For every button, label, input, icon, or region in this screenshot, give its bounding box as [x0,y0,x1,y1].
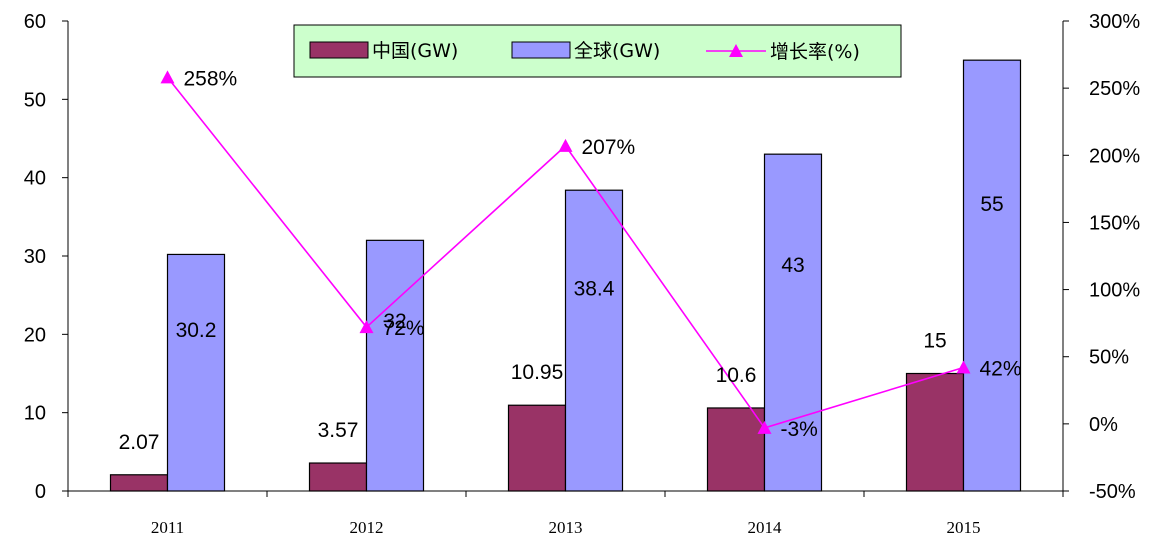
legend-marker-growth [729,44,743,57]
legend-swatch-china [309,41,369,59]
data-labels-group: 2.07 3.57 10.95 10.6 15 30.2 32 38.4 43 55 258% 72%… [119,67,1022,453]
left-tick-label: 20 [24,324,46,346]
bar-china [706,407,766,492]
data-label-china: 3.57 [318,419,359,442]
legend-label-growth: 增长率(%) [770,41,860,63]
right-tick-label: 50% [1089,347,1129,369]
legend-swatch-global [511,41,571,59]
growth-marker [558,138,573,152]
bar-china [507,404,567,492]
data-label-global: 43 [781,254,804,277]
growth-marker [956,360,971,374]
data-label-growth: -3% [781,418,818,441]
left-tick-label: 60 [24,11,46,33]
x-tick-label: 2011 [151,518,184,537]
right-tick-label: 250% [1089,78,1140,100]
data-label-china: 10.95 [511,361,564,384]
legend: 中国(GW) 全球(GW) 增长率(%) [293,24,902,78]
left-tick-label: 50 [24,89,46,111]
data-label-china: 2.07 [119,431,160,454]
bar-china [109,474,169,492]
data-label-china: 10.6 [716,364,757,387]
bar-china [905,372,965,492]
data-label-global: 32 [383,310,406,333]
bars-group [109,59,1022,492]
bar-global [962,59,1022,492]
legend-box [293,24,902,78]
growth-marker [359,320,374,334]
right-tick-label: 300% [1089,11,1140,33]
data-label-growth: 258% [184,67,238,90]
right-tick-label: 150% [1089,212,1140,234]
left-tick-label: 40 [24,168,46,190]
left-tick-label: 30 [24,246,46,268]
growth-line-group [160,70,971,434]
data-label-global: 55 [980,193,1003,216]
right-tick-label: 100% [1089,280,1140,302]
x-tick-label: 2015 [947,518,981,537]
bar-global [564,189,624,492]
left-tick-label: 0 [35,481,46,503]
bar-china [308,462,368,492]
bar-global [763,153,823,492]
right-tick-label: 0% [1089,414,1118,436]
x-tick-label: 2012 [350,518,384,537]
axes-group: 0 10 20 30 40 50 60 -50% 0% 50% 100% 150% 200% 250% 30… [24,11,1141,537]
growth-marker [757,420,772,434]
data-label-china: 15 [923,330,946,353]
bar-global [365,239,425,492]
x-tick-label: 2014 [748,518,783,537]
data-label-global: 38.4 [574,277,615,300]
growth-marker [160,70,175,84]
x-tick-label: 2013 [549,518,583,537]
bar-global [166,253,226,492]
right-tick-label: -50% [1089,481,1136,503]
right-tick-label: 200% [1089,145,1140,167]
data-label-global: 30.2 [176,319,217,342]
data-label-growth: 72% [383,317,425,340]
legend-label-china: 中国(GW) [372,40,458,62]
data-label-growth: 42% [980,357,1022,380]
left-tick-label: 10 [24,403,46,425]
legend-label-global: 全球(GW) [574,40,660,62]
data-label-growth: 207% [582,136,636,159]
